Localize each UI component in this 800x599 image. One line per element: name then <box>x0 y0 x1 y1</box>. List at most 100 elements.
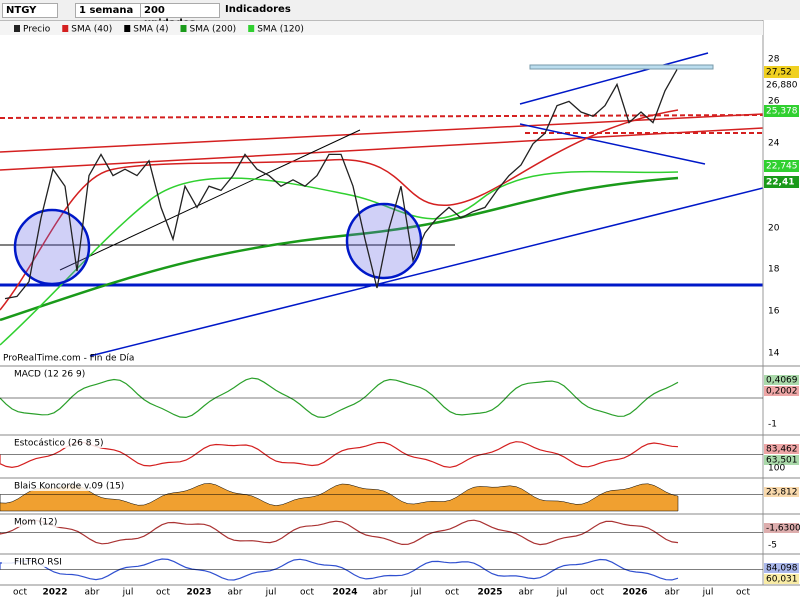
panel-marker-label: 0,2002 <box>766 387 798 397</box>
price-tick: 26 <box>768 97 780 107</box>
x-tick-label: 2022 <box>42 588 67 598</box>
legend-bar <box>0 21 763 35</box>
symbol[interactable]: NTGY <box>2 3 58 18</box>
price-marker-label: 22,745 <box>766 162 798 172</box>
price-marker-label: 22,41 <box>766 178 794 188</box>
panel-title-bg <box>2 437 106 448</box>
indicator-line <box>0 519 679 546</box>
panel-marker-label: 23,812 <box>766 488 798 498</box>
sma-200 <box>0 176 679 322</box>
trend-line <box>89 187 764 357</box>
x-tick-label: 2024 <box>332 588 357 598</box>
panel-title: FILTRO RSI <box>14 558 62 568</box>
panel-title-bg <box>2 368 106 379</box>
price-marker-label: 26,880 <box>766 81 798 91</box>
x-tick-label: oct <box>300 588 314 598</box>
main-area <box>0 36 763 366</box>
period[interactable]: 1 semana <box>75 3 143 18</box>
panel-marker <box>764 574 799 584</box>
price-marker <box>764 66 799 78</box>
panel-marker <box>764 386 799 396</box>
panel-tick: 100 <box>768 464 785 474</box>
panel-marker <box>764 563 799 573</box>
x-tick-label: jul <box>702 588 714 598</box>
x-tick-label: 2026 <box>622 588 647 598</box>
channel-line <box>519 123 706 165</box>
panel-tick: -5 <box>768 541 777 551</box>
price-tick: 28 <box>768 55 780 65</box>
sma-40 <box>0 109 679 311</box>
panel-marker <box>764 487 799 497</box>
legend-swatch <box>124 25 131 32</box>
highlight-circle <box>13 208 91 286</box>
price-line <box>4 69 678 300</box>
channel-line <box>519 52 709 105</box>
units[interactable]: 200 unidades <box>140 3 220 29</box>
panel-marker <box>764 455 799 465</box>
source: ProRealTime.com - Fin de Día <box>3 354 134 364</box>
panel-marker <box>764 444 799 454</box>
x-tick-label: oct <box>13 588 27 598</box>
panel-marker-label: 60,031 <box>766 575 798 585</box>
legend-swatch <box>14 25 20 32</box>
x-tick-label: abr <box>665 588 680 598</box>
x-tick-label: oct <box>736 588 750 598</box>
panel-title-bg <box>2 516 106 527</box>
panel-marker-label: 84,098 <box>766 564 798 574</box>
indicator-line <box>0 441 679 469</box>
panel-marker <box>764 375 799 385</box>
x-tick-label: oct <box>156 588 170 598</box>
x-tick-label: 2025 <box>477 588 502 598</box>
x-tick-label: oct <box>445 588 459 598</box>
price-tick: 18 <box>768 265 780 275</box>
koncorde-area <box>0 483 679 512</box>
x-tick-label: jul <box>122 588 134 598</box>
legend-swatch <box>180 25 187 32</box>
x-tick-label: abr <box>519 588 534 598</box>
indicators[interactable]: Indicadores <box>225 4 291 15</box>
x-tick-label: abr <box>228 588 243 598</box>
price-marker <box>764 160 799 172</box>
price-marker-label: 27,52 <box>766 68 792 78</box>
legend-item: SMA (120) <box>257 25 304 35</box>
price-tick: 16 <box>768 307 780 317</box>
sma-120 <box>0 170 679 346</box>
legend-item: SMA (4) <box>133 25 168 35</box>
legend-swatch <box>62 25 69 32</box>
panel-marker-label: 83,462 <box>766 445 798 455</box>
x-tick-label: oct <box>590 588 604 598</box>
panel-marker-label: 0,4069 <box>766 376 798 386</box>
panel-marker-label: 63,501 <box>766 456 798 466</box>
panel-title: Mom (12) <box>14 518 57 528</box>
panel-marker-label: -1,6300 <box>766 524 800 534</box>
diag-line <box>59 129 361 271</box>
x-tick-label: abr <box>373 588 388 598</box>
x-tick-label: abr <box>85 588 100 598</box>
panel-tick: -1 <box>768 420 777 430</box>
price-tick: 14 <box>768 349 780 359</box>
price-tick: 20 <box>768 224 780 234</box>
panel-title: MACD (12 26 9) <box>14 370 85 380</box>
price-marker <box>764 105 799 117</box>
price-tick: 24 <box>768 139 780 149</box>
legend-swatch <box>248 25 255 32</box>
panel-title: Estocástico (26 8 5) <box>14 439 104 449</box>
x-tick-label: jul <box>556 588 568 598</box>
panel-marker <box>764 523 799 533</box>
indicator-line <box>0 377 679 419</box>
x-tick-label: jul <box>265 588 277 598</box>
legend-item: SMA (200) <box>190 25 237 35</box>
channel-line <box>0 127 764 171</box>
panel-title: BlaiS Koncorde v.09 (15) <box>14 482 124 492</box>
panel-title-bg <box>2 556 106 567</box>
indicator-line <box>0 558 679 581</box>
x-tick-label: 2023 <box>186 588 211 598</box>
price-marker <box>764 176 799 188</box>
legend-item: Precio <box>23 25 51 35</box>
x-tick-label: jul <box>410 588 422 598</box>
legend-item: SMA (40) <box>71 25 112 35</box>
chart: ProRealTime.com - Fin de Día Precio SMA (… <box>0 20 800 599</box>
toolbar: NTGY 1 semana 200 unidades Indicadores <box>0 0 800 29</box>
price-marker-label: 25,378 <box>766 107 798 117</box>
